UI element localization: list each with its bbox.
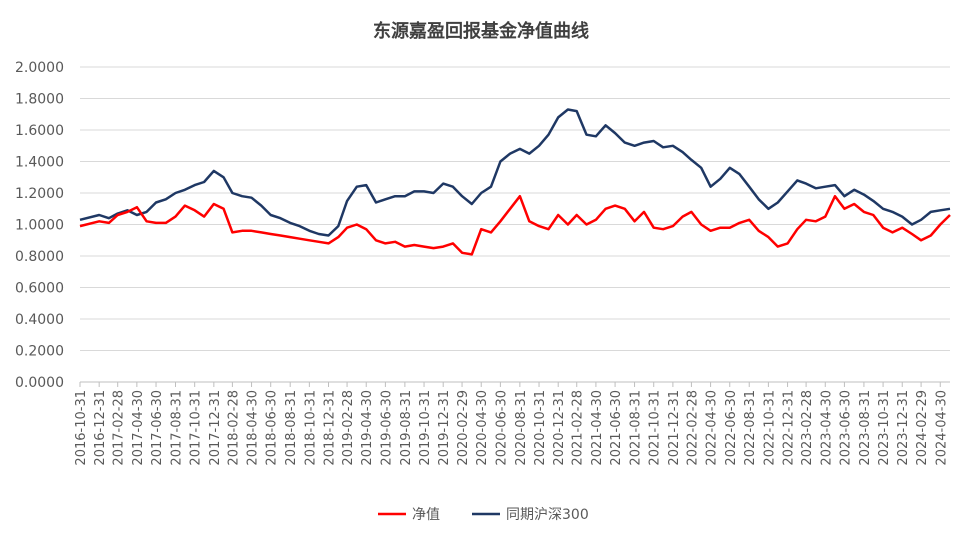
y-tick-label: 1.2000 <box>15 186 64 202</box>
x-tick-label: 2023-02-28 <box>800 390 815 466</box>
series-lines <box>79 108 951 256</box>
y-tick-label: 0.4000 <box>15 312 64 328</box>
x-tick-label: 2022-02-28 <box>685 390 700 466</box>
x-tick-label: 2021-02-28 <box>571 390 586 466</box>
x-tick-label: 2023-06-30 <box>838 390 853 466</box>
x-tick-label: 2023-10-31 <box>877 390 892 466</box>
x-tick-label: 2017-08-31 <box>170 390 185 466</box>
x-tick-label: 2016-10-31 <box>74 390 89 466</box>
x-tick-label: 2016-12-31 <box>93 390 108 466</box>
x-tick-label: 2020-10-31 <box>533 390 548 466</box>
series-line-1 <box>79 108 951 237</box>
y-tick-label: 0.0000 <box>15 375 64 391</box>
x-tick-label: 2017-12-31 <box>208 390 223 466</box>
x-tick-label: 2017-04-30 <box>131 390 146 466</box>
legend-label: 净值 <box>412 507 440 523</box>
x-tick-label: 2020-02-29 <box>456 390 471 466</box>
x-tick-label: 2019-02-28 <box>341 390 356 466</box>
x-tick-label: 2017-06-30 <box>150 390 165 466</box>
chart-title: 东源嘉盈回报基金净值曲线 <box>373 20 589 42</box>
y-tick-label: 1.8000 <box>15 92 64 108</box>
x-tick-label: 2023-08-31 <box>858 390 873 466</box>
x-tick-label: 2017-10-31 <box>189 390 204 466</box>
series-line-0 <box>79 194 951 256</box>
x-tick-label: 2022-04-30 <box>705 390 720 466</box>
y-tick-label: 0.6000 <box>15 281 64 297</box>
x-tick-label: 2021-12-31 <box>667 390 682 466</box>
x-tick-label: 2018-08-31 <box>284 390 299 466</box>
x-tick-label: 2018-02-28 <box>226 390 241 466</box>
x-tick-label: 2022-06-30 <box>724 390 739 466</box>
x-tick-label: 2022-08-31 <box>743 390 758 466</box>
x-tick-label: 2018-10-31 <box>303 390 318 466</box>
gridlines <box>80 66 950 351</box>
x-tick-label: 2019-08-31 <box>399 390 414 466</box>
y-tick-label: 1.4000 <box>15 155 64 171</box>
y-tick-label: 0.8000 <box>15 249 64 265</box>
x-tick-label: 2021-04-30 <box>590 390 605 466</box>
y-tick-label: 2.0000 <box>15 60 64 76</box>
x-tick-label: 2017-02-28 <box>112 390 127 466</box>
x-tick-label: 2019-04-30 <box>360 390 375 466</box>
y-tick-label: 1.0000 <box>15 218 64 234</box>
x-tick-label: 2018-06-30 <box>265 390 280 466</box>
x-tick-label: 2023-04-30 <box>819 390 834 466</box>
x-tick-label: 2018-04-30 <box>246 390 261 466</box>
x-tick-label: 2023-12-31 <box>896 390 911 466</box>
x-tick-label: 2024-04-30 <box>934 390 949 466</box>
x-tick-label: 2020-04-30 <box>475 390 490 466</box>
x-tick-label: 2020-06-30 <box>494 390 509 466</box>
y-axis: 0.0000 0.2000 0.4000 0.6000 0.8000 1.0000 1.20… <box>15 60 64 391</box>
x-tick-label: 2019-10-31 <box>418 390 433 466</box>
y-tick-label: 0.2000 <box>15 344 64 360</box>
x-tick-label: 2021-06-30 <box>609 390 624 466</box>
x-tick-label: 2021-08-31 <box>629 390 644 466</box>
x-tick-label: 2019-12-31 <box>437 390 452 466</box>
x-tick-label: 2018-12-31 <box>323 390 338 466</box>
x-tick-label: 2019-06-30 <box>379 390 394 466</box>
x-tick-label: 2022-10-31 <box>762 390 777 466</box>
x-tick-label: 2020-08-31 <box>514 390 529 466</box>
legend-label: 同期沪深300 <box>506 507 589 523</box>
x-tick-label: 2022-12-31 <box>782 390 797 466</box>
x-tick-label: 2020-12-31 <box>552 390 567 466</box>
x-axis: 2016-10-31 2016-12-31 2017-02-28 2017-04-30… <box>74 381 950 466</box>
legend: 净值 同期沪深300 <box>378 507 589 523</box>
x-tick-label: 2021-10-31 <box>648 390 663 466</box>
y-tick-label: 1.6000 <box>15 123 64 139</box>
x-tick-label: 2024-02-29 <box>915 390 930 466</box>
